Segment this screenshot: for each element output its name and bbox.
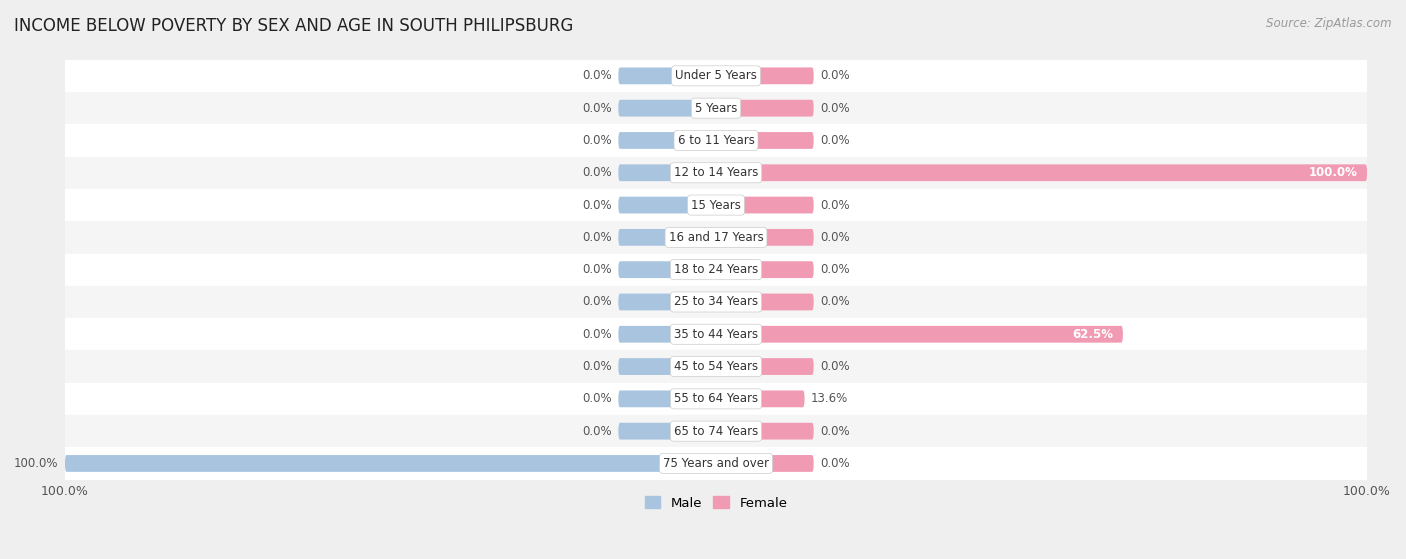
FancyBboxPatch shape: [619, 358, 716, 375]
Bar: [65, 124, 1367, 157]
Text: 0.0%: 0.0%: [820, 360, 849, 373]
Text: 16 and 17 Years: 16 and 17 Years: [669, 231, 763, 244]
FancyBboxPatch shape: [716, 455, 814, 472]
Bar: [65, 350, 1367, 383]
Text: 0.0%: 0.0%: [820, 134, 849, 147]
Legend: Male, Female: Male, Female: [640, 491, 793, 515]
Text: 0.0%: 0.0%: [820, 102, 849, 115]
FancyBboxPatch shape: [619, 326, 716, 343]
Bar: [65, 318, 1367, 350]
Text: 25 to 34 Years: 25 to 34 Years: [673, 296, 758, 309]
Text: 0.0%: 0.0%: [582, 166, 612, 179]
Bar: [65, 189, 1367, 221]
Text: 0.0%: 0.0%: [820, 425, 849, 438]
FancyBboxPatch shape: [619, 132, 716, 149]
Text: 0.0%: 0.0%: [820, 296, 849, 309]
Text: 0.0%: 0.0%: [582, 134, 612, 147]
Text: 0.0%: 0.0%: [582, 360, 612, 373]
Text: 0.0%: 0.0%: [820, 198, 849, 211]
Text: 0.0%: 0.0%: [582, 263, 612, 276]
Bar: [65, 60, 1367, 92]
FancyBboxPatch shape: [619, 197, 716, 214]
Text: 0.0%: 0.0%: [582, 328, 612, 341]
Text: 62.5%: 62.5%: [1073, 328, 1114, 341]
Text: 0.0%: 0.0%: [820, 69, 849, 82]
Text: 13.6%: 13.6%: [811, 392, 848, 405]
FancyBboxPatch shape: [716, 132, 814, 149]
Text: 35 to 44 Years: 35 to 44 Years: [673, 328, 758, 341]
FancyBboxPatch shape: [619, 229, 716, 246]
FancyBboxPatch shape: [716, 423, 814, 439]
FancyBboxPatch shape: [619, 423, 716, 439]
Text: 100.0%: 100.0%: [14, 457, 59, 470]
Text: 0.0%: 0.0%: [582, 296, 612, 309]
Text: 5 Years: 5 Years: [695, 102, 737, 115]
FancyBboxPatch shape: [716, 293, 814, 310]
FancyBboxPatch shape: [716, 358, 814, 375]
FancyBboxPatch shape: [716, 326, 1123, 343]
FancyBboxPatch shape: [619, 100, 716, 117]
Text: 0.0%: 0.0%: [820, 263, 849, 276]
Text: 0.0%: 0.0%: [582, 102, 612, 115]
FancyBboxPatch shape: [716, 390, 804, 408]
FancyBboxPatch shape: [716, 164, 1367, 181]
FancyBboxPatch shape: [619, 390, 716, 408]
Text: 15 Years: 15 Years: [692, 198, 741, 211]
Text: 6 to 11 Years: 6 to 11 Years: [678, 134, 755, 147]
Text: 12 to 14 Years: 12 to 14 Years: [673, 166, 758, 179]
Text: Under 5 Years: Under 5 Years: [675, 69, 756, 82]
FancyBboxPatch shape: [716, 229, 814, 246]
Text: 75 Years and over: 75 Years and over: [664, 457, 769, 470]
Bar: [65, 383, 1367, 415]
Text: 0.0%: 0.0%: [820, 231, 849, 244]
Bar: [65, 221, 1367, 254]
Bar: [65, 415, 1367, 447]
FancyBboxPatch shape: [619, 164, 716, 181]
FancyBboxPatch shape: [619, 68, 716, 84]
FancyBboxPatch shape: [716, 261, 814, 278]
FancyBboxPatch shape: [619, 261, 716, 278]
Text: 0.0%: 0.0%: [582, 392, 612, 405]
FancyBboxPatch shape: [65, 455, 716, 472]
Bar: [65, 447, 1367, 480]
Text: 0.0%: 0.0%: [582, 231, 612, 244]
Text: 100.0%: 100.0%: [1309, 166, 1357, 179]
Text: INCOME BELOW POVERTY BY SEX AND AGE IN SOUTH PHILIPSBURG: INCOME BELOW POVERTY BY SEX AND AGE IN S…: [14, 17, 574, 35]
Text: 0.0%: 0.0%: [582, 425, 612, 438]
Text: 0.0%: 0.0%: [582, 198, 612, 211]
Bar: [65, 254, 1367, 286]
Bar: [65, 157, 1367, 189]
Bar: [65, 92, 1367, 124]
Text: Source: ZipAtlas.com: Source: ZipAtlas.com: [1267, 17, 1392, 30]
Text: 0.0%: 0.0%: [820, 457, 849, 470]
FancyBboxPatch shape: [619, 293, 716, 310]
FancyBboxPatch shape: [716, 68, 814, 84]
Text: 45 to 54 Years: 45 to 54 Years: [673, 360, 758, 373]
Bar: [65, 286, 1367, 318]
FancyBboxPatch shape: [716, 100, 814, 117]
Text: 0.0%: 0.0%: [582, 69, 612, 82]
FancyBboxPatch shape: [716, 197, 814, 214]
Text: 65 to 74 Years: 65 to 74 Years: [673, 425, 758, 438]
Text: 18 to 24 Years: 18 to 24 Years: [673, 263, 758, 276]
Text: 55 to 64 Years: 55 to 64 Years: [673, 392, 758, 405]
